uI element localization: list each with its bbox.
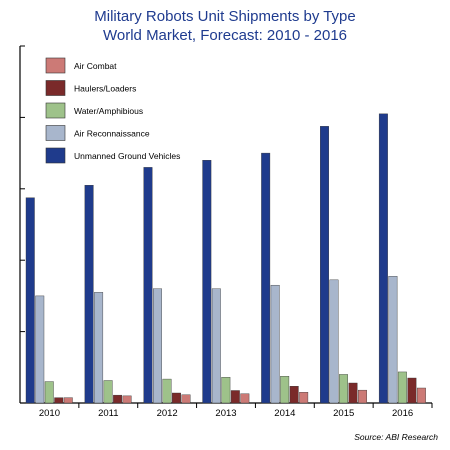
bar <box>162 378 172 404</box>
bar <box>329 279 339 404</box>
bar <box>172 392 181 404</box>
bar <box>94 292 104 404</box>
bar <box>261 152 271 404</box>
legend-swatch <box>45 102 66 119</box>
bar <box>339 374 348 404</box>
chart-subtitle: World Market, Forecast: 2010 - 2016 <box>103 27 347 44</box>
bar <box>240 393 250 404</box>
bar <box>221 377 231 404</box>
x-tick-label: 2012 <box>157 408 178 419</box>
legend-label: Air Reconnaissance <box>74 129 150 139</box>
bar <box>143 167 153 404</box>
legend-swatch <box>45 80 66 96</box>
bar <box>113 394 123 404</box>
x-tick-label: 2011 <box>98 408 118 419</box>
bar <box>407 377 417 404</box>
bar <box>230 390 240 404</box>
x-tick-label: 2016 <box>392 408 413 419</box>
bar <box>280 376 290 404</box>
bar <box>358 389 367 404</box>
bar <box>289 386 299 404</box>
legend-label: Unmanned Ground Vehicles <box>74 151 180 161</box>
legend-swatch <box>45 125 66 141</box>
bar <box>54 397 64 404</box>
x-tick-label: 2014 <box>274 408 295 419</box>
x-tick-label: 2010 <box>39 408 60 419</box>
chart-title: Military Robots Unit Shipments by Type <box>94 8 356 25</box>
bar <box>35 295 45 404</box>
x-tick-label: 2015 <box>333 408 354 419</box>
bar <box>153 288 162 404</box>
bar <box>63 397 73 404</box>
bar <box>103 380 113 404</box>
legend-swatch <box>45 57 66 74</box>
legend-label: Air Combat <box>74 61 117 71</box>
bar <box>299 392 309 404</box>
bar <box>202 160 212 404</box>
bar <box>397 371 407 404</box>
legend-swatch <box>45 147 66 164</box>
bar <box>44 381 54 404</box>
bar <box>84 185 94 404</box>
bar <box>416 387 426 404</box>
bar <box>211 288 221 404</box>
bar <box>320 126 329 404</box>
x-tick-label: 2013 <box>215 408 236 419</box>
legend-label: Water/Amphibious <box>74 106 143 116</box>
bar <box>348 382 358 404</box>
bar <box>378 113 388 404</box>
source-note: Source: ABI Research <box>354 432 438 442</box>
legend-label: Haulers/Loaders <box>74 84 136 94</box>
bar <box>388 276 398 404</box>
bar <box>270 284 280 404</box>
bar <box>25 197 35 404</box>
bar <box>181 394 191 404</box>
bar <box>122 395 132 404</box>
